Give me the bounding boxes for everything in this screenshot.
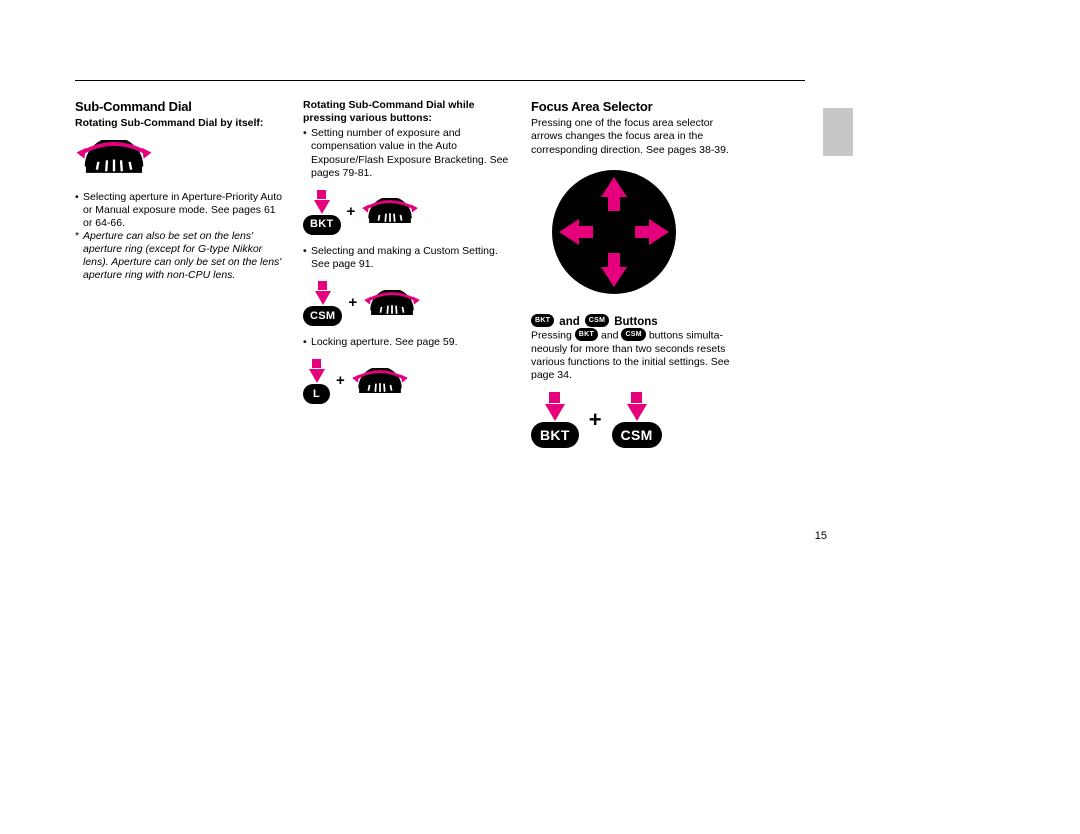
note-item: * Aperture can also be set on the lens' … — [75, 230, 285, 283]
manual-page: Sub-Command Dial Rotating Sub-Command Di… — [75, 80, 805, 448]
bkt-button-badge-small: BKT — [531, 314, 554, 327]
sub-command-dial-icon — [75, 140, 153, 176]
heading-sub-command-dial: Sub-Command Dial — [75, 99, 285, 115]
dial-figure — [75, 140, 285, 180]
note-text: Aperture can also be set on the lens' ap… — [83, 230, 285, 283]
csm-button-badge: CSM — [303, 306, 342, 326]
press-arrow-icon: CSM — [303, 281, 342, 326]
bullet-dot: • — [303, 127, 311, 180]
text-run: and — [598, 329, 621, 341]
sub-command-dial-icon — [361, 198, 419, 226]
bullet-item: • Selecting and making a Custom Setting.… — [303, 245, 513, 271]
csm-button-badge-inline: CSM — [621, 328, 645, 341]
bullet-text: Selecting and making a Custom Setting. S… — [311, 245, 513, 271]
bkt-button-badge-inline: BKT — [575, 328, 598, 341]
body-text: Pressing one of the focus area selector … — [531, 117, 741, 156]
column-2: Rotating Sub-Command Dial while pressing… — [303, 99, 513, 448]
l-button-badge: L — [303, 384, 330, 404]
bullet-item: • Selecting aperture in Aperture-Priorit… — [75, 191, 285, 230]
column-1: Sub-Command Dial Rotating Sub-Command Di… — [75, 99, 285, 448]
bullet-item: • Locking aperture. See page 59. — [303, 336, 513, 349]
csm-button-badge-large: CSM — [612, 422, 662, 448]
press-arrow-icon: BKT — [303, 190, 341, 235]
note-star: * — [75, 230, 83, 283]
section-tab — [823, 108, 853, 156]
bkt-button-badge: BKT — [303, 215, 341, 235]
sub-command-dial-icon — [363, 290, 421, 318]
subhead-rotating-itself: Rotating Sub-Command Dial by itself: — [75, 117, 285, 130]
heading-bkt-csm-buttons: BKT and CSM Buttons — [531, 315, 741, 329]
column-3: Focus Area Selector Pressing one of the … — [531, 99, 741, 448]
sub-command-dial-icon — [351, 368, 409, 396]
bullet-text: Locking aperture. See page 59. — [311, 336, 513, 349]
heading-word-and: and — [559, 315, 579, 329]
plus-icon: + — [347, 203, 356, 222]
bullet-dot: • — [303, 245, 311, 271]
press-arrow-icon: CSM — [612, 392, 662, 448]
heading-word-buttons: Buttons — [614, 315, 657, 329]
subhead-rotating-while-pressing: Rotating Sub-Command Dial while pressing… — [303, 99, 513, 125]
heading-focus-area-selector: Focus Area Selector — [531, 99, 741, 115]
bullet-text: Selecting aperture in Aperture-Priority … — [83, 191, 285, 230]
bkt-plus-csm-figure: BKT + CSM — [531, 392, 741, 448]
l-plus-dial-figure: L + — [303, 359, 513, 404]
page-number: 15 — [815, 530, 827, 542]
bullet-dot: • — [75, 191, 83, 230]
columns: Sub-Command Dial Rotating Sub-Command Di… — [75, 99, 805, 448]
bullet-text: Setting number of exposure and compensat… — [311, 127, 513, 180]
body-text: Pressing BKT and CSM buttons simulta-neo… — [531, 329, 741, 382]
bullet-item: • Setting number of exposure and compens… — [303, 127, 513, 180]
plus-icon: + — [348, 294, 357, 313]
press-arrow-icon: BKT — [531, 392, 579, 448]
text-run: Pressing — [531, 329, 575, 341]
top-rule — [75, 80, 805, 81]
plus-icon: + — [336, 372, 345, 391]
plus-icon: + — [589, 406, 602, 434]
csm-plus-dial-figure: CSM + — [303, 281, 513, 326]
bkt-plus-dial-figure: BKT + — [303, 190, 513, 235]
focus-area-selector-icon — [549, 167, 679, 297]
bullet-dot: • — [303, 336, 311, 349]
bkt-button-badge-large: BKT — [531, 422, 579, 448]
press-arrow-icon: L — [303, 359, 330, 404]
csm-button-badge-small: CSM — [585, 314, 609, 327]
